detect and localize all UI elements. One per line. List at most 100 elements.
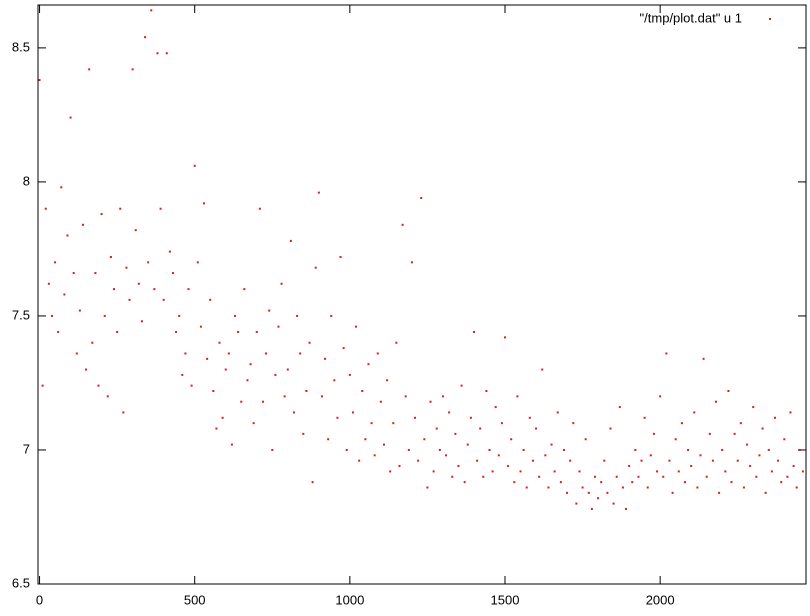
- point: [308, 341, 311, 344]
- point: [103, 314, 106, 317]
- point: [649, 454, 652, 457]
- point: [435, 427, 438, 430]
- point: [75, 352, 78, 355]
- point: [333, 379, 336, 382]
- point: [429, 400, 432, 403]
- point: [590, 507, 593, 510]
- point: [88, 68, 91, 71]
- point: [593, 475, 596, 478]
- point: [640, 459, 643, 462]
- plot-border: [37, 4, 807, 585]
- point: [417, 459, 420, 462]
- point: [265, 352, 268, 355]
- point: [525, 486, 528, 489]
- point: [631, 481, 634, 484]
- point: [556, 411, 559, 414]
- point: [212, 390, 215, 392]
- point: [438, 448, 441, 451]
- point: [562, 448, 565, 451]
- point: [38, 79, 41, 82]
- point: [727, 390, 730, 392]
- point: [451, 475, 454, 478]
- point: [125, 266, 128, 269]
- point: [528, 416, 531, 419]
- point: [44, 207, 47, 210]
- point: [715, 400, 718, 403]
- point: [147, 261, 150, 264]
- point: [305, 390, 308, 392]
- point: [237, 331, 240, 334]
- point: [187, 288, 190, 291]
- point: [674, 438, 677, 441]
- point: [283, 395, 286, 398]
- point: [758, 454, 761, 457]
- point: [696, 486, 699, 489]
- point: [690, 465, 693, 468]
- point: [472, 331, 475, 334]
- point: [770, 470, 773, 473]
- point: [721, 448, 724, 451]
- point: [128, 298, 131, 301]
- point: [159, 207, 162, 210]
- point: [497, 454, 500, 457]
- point: [637, 475, 640, 478]
- point: [628, 465, 631, 468]
- point: [395, 341, 398, 344]
- y-tick-label: 7: [23, 441, 30, 456]
- point: [780, 481, 783, 484]
- point: [351, 411, 354, 414]
- point: [119, 207, 122, 210]
- point: [299, 352, 302, 355]
- point: [171, 272, 174, 275]
- point: [376, 352, 379, 355]
- point: [469, 416, 472, 419]
- point: [41, 384, 44, 387]
- point: [370, 422, 373, 425]
- point: [522, 448, 525, 451]
- point: [100, 213, 103, 216]
- point: [494, 406, 497, 409]
- point: [773, 416, 776, 419]
- point: [414, 416, 417, 419]
- point: [761, 427, 764, 430]
- point: [227, 352, 230, 355]
- point: [618, 406, 621, 409]
- point: [693, 411, 696, 414]
- x-tick-label: 2000: [646, 592, 675, 607]
- point: [392, 422, 395, 425]
- point: [342, 347, 345, 350]
- point: [659, 395, 662, 398]
- point: [652, 432, 655, 435]
- point: [91, 341, 94, 344]
- point: [193, 164, 196, 167]
- point: [441, 395, 444, 398]
- point: [482, 475, 485, 478]
- point: [795, 486, 798, 489]
- point: [327, 438, 330, 441]
- point: [581, 486, 584, 489]
- point: [218, 341, 221, 344]
- point: [708, 432, 711, 435]
- point: [746, 443, 749, 446]
- y-tick-label: 7.5: [12, 307, 30, 322]
- point: [569, 459, 572, 462]
- point: [466, 443, 469, 446]
- point: [407, 448, 410, 451]
- point: [643, 416, 646, 419]
- point: [311, 481, 314, 484]
- point: [587, 491, 590, 494]
- point: [271, 448, 274, 451]
- point: [792, 465, 795, 468]
- point: [367, 363, 370, 366]
- point: [460, 384, 463, 387]
- point: [47, 282, 50, 285]
- point: [243, 288, 246, 291]
- point: [432, 470, 435, 473]
- point: [255, 331, 258, 334]
- point: [60, 186, 63, 189]
- point: [389, 470, 392, 473]
- point: [420, 197, 423, 199]
- point: [463, 481, 466, 484]
- point: [513, 481, 516, 484]
